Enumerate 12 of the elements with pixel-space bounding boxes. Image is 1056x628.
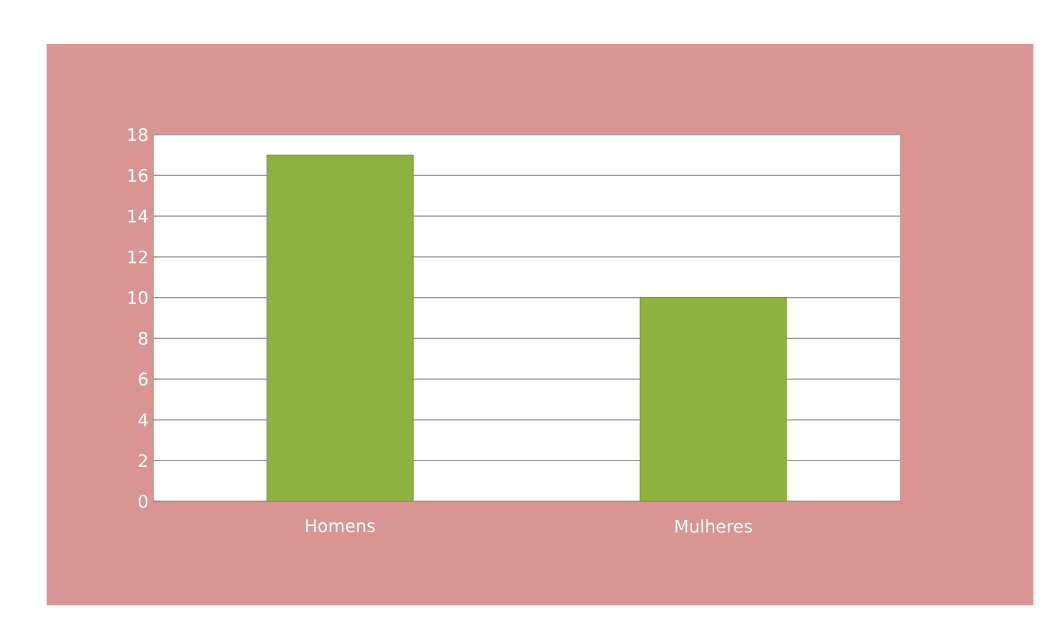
- y-tick-label: 4: [138, 413, 148, 427]
- y-tick-label: 16: [128, 168, 148, 182]
- y-tick-label: 18: [128, 128, 148, 142]
- y-tick-label: 8: [138, 331, 148, 345]
- y-tick-label: 6: [138, 372, 148, 386]
- y-tick-label: 0: [138, 494, 148, 508]
- x-tick-label: Mulheres: [675, 519, 752, 533]
- y-tick-label: 2: [138, 454, 147, 468]
- x-tick-label: Homens: [306, 519, 375, 533]
- y-tick-label: 10: [128, 291, 148, 305]
- y-tick-label: 12: [128, 250, 147, 264]
- y-tick-label: 14: [128, 209, 148, 223]
